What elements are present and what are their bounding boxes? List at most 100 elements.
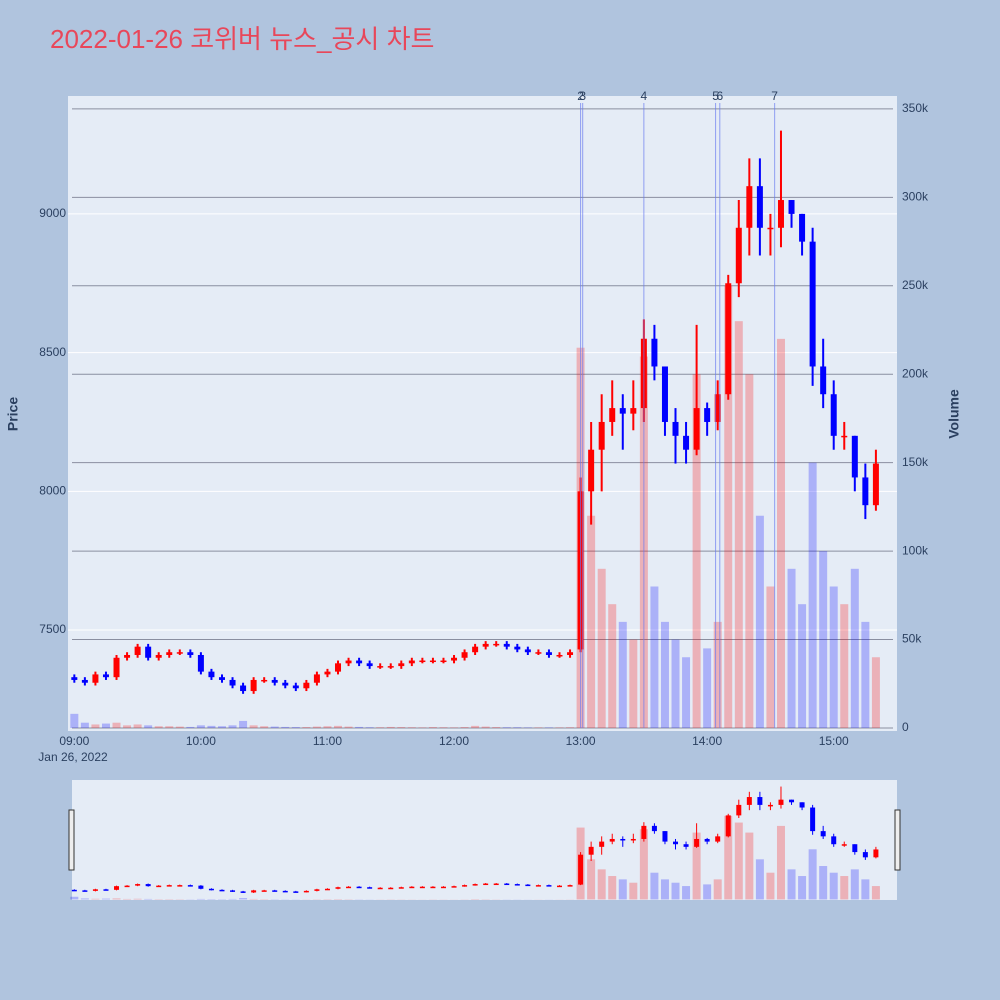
volume-bar — [186, 726, 195, 728]
y-tick-label: 7500 — [39, 622, 66, 636]
x-date-label: Jan 26, 2022 — [38, 750, 108, 764]
volume-bar — [418, 727, 427, 728]
y2-tick-label: 50k — [902, 632, 922, 646]
mini-volume-bar — [703, 884, 712, 900]
volume-bar — [144, 725, 153, 728]
candle-body — [377, 666, 384, 668]
candle-body — [176, 652, 183, 654]
volume-bar — [228, 725, 237, 728]
candle-body — [704, 408, 711, 422]
volume-bar — [312, 726, 321, 728]
y2-axis-title: Volume — [946, 389, 962, 439]
volume-bar — [776, 338, 785, 728]
candle-body — [514, 646, 521, 650]
mini-candle-body — [114, 886, 120, 890]
mini-volume-bar — [850, 869, 859, 900]
volume-bar — [660, 621, 669, 728]
mini-candle-body — [103, 889, 109, 891]
volume-bar — [70, 713, 79, 728]
candle-body — [493, 643, 500, 646]
volume-bar — [154, 726, 163, 728]
mini-candle-body — [525, 884, 531, 887]
mini-candle-body — [757, 797, 763, 805]
candle-body — [451, 657, 458, 661]
mini-candle-body — [409, 886, 415, 889]
candle-body — [746, 186, 753, 228]
range-handle[interactable] — [68, 809, 75, 871]
volume-bar — [808, 462, 817, 728]
mini-candle-body — [251, 890, 257, 893]
volume-bar — [323, 726, 332, 728]
mini-candle-body — [398, 887, 404, 889]
mini-candle-body — [145, 884, 151, 887]
mini-candle-body — [736, 804, 742, 816]
candle-body — [756, 186, 763, 228]
candle-body — [155, 654, 162, 658]
volume-bar — [798, 604, 807, 728]
candle-body — [809, 241, 816, 367]
x-tick-label: 09:00 — [59, 734, 89, 748]
mini-volume-bar — [829, 872, 838, 900]
mini-candle-body — [578, 854, 584, 885]
candle-body — [356, 660, 363, 664]
mini-candle-body — [641, 825, 647, 839]
candle-body — [408, 660, 415, 664]
chart-title: 2022-01-26 코위버 뉴스_공시 차트 — [50, 24, 434, 54]
volume-bar — [101, 723, 110, 728]
mini-candle-body — [208, 888, 214, 891]
mini-volume-bar — [840, 876, 849, 900]
mini-volume-bar — [755, 859, 764, 900]
mini-candle-body — [314, 889, 320, 891]
candle-body — [71, 677, 78, 680]
mini-candle-body — [472, 884, 478, 886]
volume-bar — [175, 726, 184, 728]
candle-body — [282, 682, 289, 686]
mini-volume-bar — [682, 886, 691, 900]
candle-body — [324, 671, 331, 675]
volume-bar — [270, 726, 279, 728]
mini-candle-body — [198, 885, 204, 889]
candle-body — [619, 408, 626, 414]
mini-candle-body — [493, 883, 499, 886]
candle-body — [472, 646, 479, 653]
volume-bar — [819, 551, 828, 728]
candle-body — [208, 671, 215, 678]
plot-layer: 7500 8000 8500 9000 0 50k 100k 150k 200k 250k 300k… — [39, 89, 929, 900]
mini-volume-bar — [671, 882, 680, 900]
candle-body — [429, 660, 436, 663]
mini-candle-body — [820, 831, 826, 837]
range-handle[interactable] — [894, 809, 901, 871]
mini-candle-body — [609, 838, 615, 842]
mini-volume-bar — [123, 898, 132, 900]
mini-candle-body — [630, 838, 636, 841]
mini-candle-body — [356, 886, 362, 889]
mini-candle-body — [82, 890, 88, 892]
mini-candle-body — [440, 886, 446, 889]
volume-bar — [555, 727, 564, 728]
y2-tick-label: 350k — [902, 101, 929, 115]
mini-candle-body — [324, 888, 330, 891]
volume-bar — [450, 727, 459, 728]
mini-candle-body — [673, 841, 679, 845]
mini-volume-bar — [871, 886, 880, 900]
volume-bar — [365, 727, 374, 728]
mini-candle-body — [92, 889, 98, 891]
candle-body — [735, 227, 742, 284]
candle-body — [777, 200, 784, 228]
volume-bar — [355, 726, 364, 728]
mini-volume-bar — [618, 879, 627, 900]
mini-candle-body — [377, 887, 383, 890]
mini-candle-body — [303, 890, 309, 893]
mini-volume-bar — [144, 898, 153, 900]
volume-bar — [334, 725, 343, 728]
candle-body — [851, 435, 858, 478]
mini-volume-bar — [660, 879, 669, 900]
volume-bar — [523, 727, 532, 728]
mini-candle-body — [293, 891, 299, 893]
mini-volume-bar — [766, 872, 775, 900]
volume-bar — [481, 726, 490, 728]
mini-volume-bar — [608, 876, 617, 900]
mini-volume-bar — [239, 898, 248, 900]
mini-volume-bar — [597, 869, 606, 900]
